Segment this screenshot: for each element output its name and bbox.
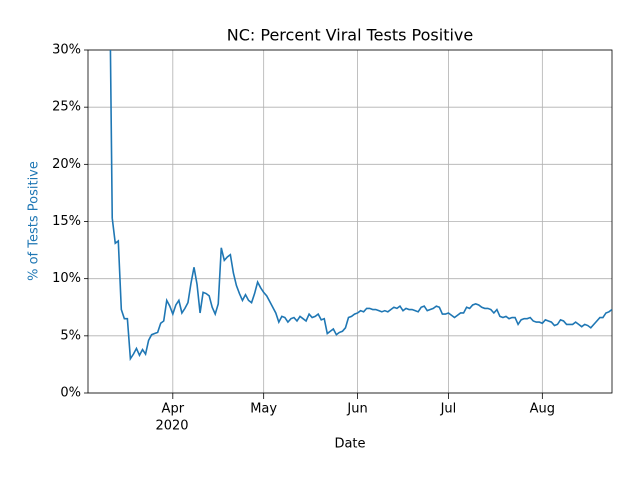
chart-title: NC: Percent Viral Tests Positive — [227, 26, 473, 45]
y-tick-label: 30% — [52, 43, 81, 58]
plot-frame — [87, 49, 613, 394]
y-tick-label: 15% — [52, 214, 81, 229]
x-tick-label: Aug — [530, 402, 555, 417]
x-axis-label: Date — [334, 437, 365, 452]
y-axis-label: % of Tests Positive — [27, 161, 42, 281]
y-tick-label: 0% — [60, 386, 81, 401]
x-tick-label: May — [250, 402, 277, 417]
x-tick-label: Jul — [440, 402, 457, 417]
y-tick-label: 10% — [52, 271, 81, 286]
y-tick-label: 5% — [60, 328, 81, 343]
x-tick-label: Apr — [162, 402, 185, 417]
y-tick-label: 20% — [52, 157, 81, 172]
year-label: 2020 — [155, 419, 188, 434]
y-tick-label: 25% — [52, 100, 81, 115]
x-tick-label: Jun — [346, 402, 367, 417]
data-line — [109, 50, 612, 362]
